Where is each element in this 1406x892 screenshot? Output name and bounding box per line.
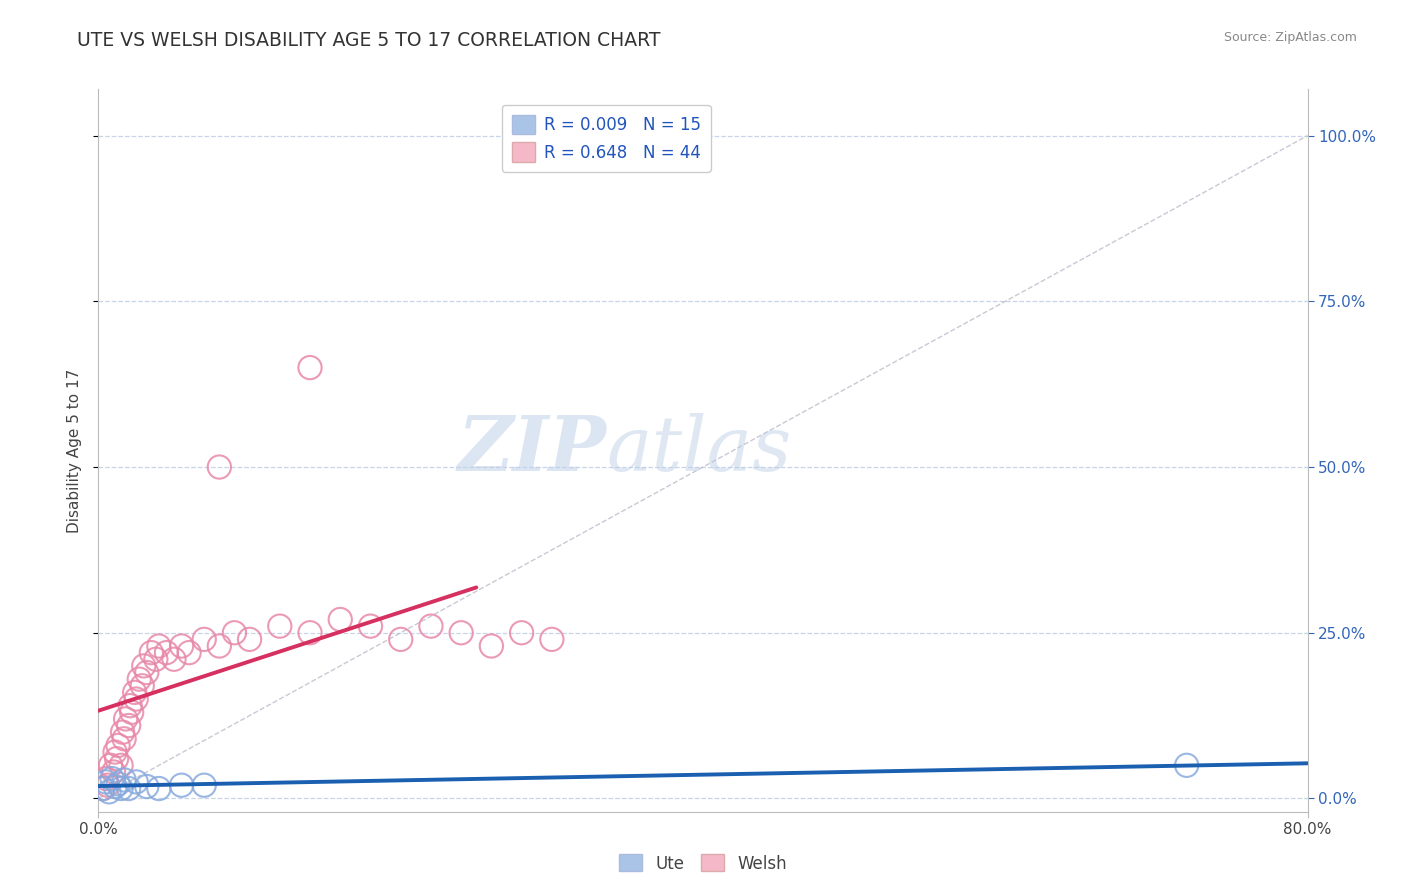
Point <box>145 652 167 666</box>
Point <box>128 672 150 686</box>
Point <box>94 775 117 789</box>
Point <box>135 665 157 680</box>
Point <box>124 685 146 699</box>
Point <box>360 619 382 633</box>
Point <box>1175 758 1198 772</box>
Point <box>193 632 215 647</box>
Legend: R = 0.009   N = 15, R = 0.648   N = 44: R = 0.009 N = 15, R = 0.648 N = 44 <box>502 104 710 171</box>
Point <box>163 652 186 666</box>
Point <box>170 639 193 653</box>
Point <box>96 778 118 792</box>
Point <box>105 752 128 766</box>
Text: UTE VS WELSH DISABILITY AGE 5 TO 17 CORRELATION CHART: UTE VS WELSH DISABILITY AGE 5 TO 17 CORR… <box>77 31 661 50</box>
Point <box>329 612 352 626</box>
Point <box>98 785 121 799</box>
Point <box>107 777 129 791</box>
Point <box>481 639 503 653</box>
Point <box>112 772 135 787</box>
Point <box>120 698 142 713</box>
Point <box>104 745 127 759</box>
Point <box>299 360 322 375</box>
Point <box>91 781 114 796</box>
Point <box>121 706 143 720</box>
Point <box>170 778 193 792</box>
Point <box>91 781 114 796</box>
Text: Source: ZipAtlas.com: Source: ZipAtlas.com <box>1223 31 1357 45</box>
Point <box>110 758 132 772</box>
Point <box>148 639 170 653</box>
Point <box>125 775 148 789</box>
Point <box>131 679 153 693</box>
Point <box>141 646 163 660</box>
Point <box>208 639 231 653</box>
Point <box>540 632 562 647</box>
Legend: Ute, Welsh: Ute, Welsh <box>612 847 794 880</box>
Point <box>94 772 117 786</box>
Point <box>155 646 177 660</box>
Text: atlas: atlas <box>606 414 792 487</box>
Point <box>107 739 129 753</box>
Point <box>132 659 155 673</box>
Y-axis label: Disability Age 5 to 17: Disability Age 5 to 17 <box>67 368 83 533</box>
Point <box>239 632 262 647</box>
Point <box>224 625 246 640</box>
Point <box>101 772 124 786</box>
Point <box>148 781 170 796</box>
Point <box>104 780 127 794</box>
Point <box>389 632 412 647</box>
Point <box>510 625 533 640</box>
Point <box>118 781 141 796</box>
Point <box>103 764 125 779</box>
Point <box>125 692 148 706</box>
Point <box>114 712 136 726</box>
Point <box>193 778 215 792</box>
Point <box>110 781 132 796</box>
Point <box>420 619 443 633</box>
Point <box>112 731 135 746</box>
Text: ZIP: ZIP <box>457 414 606 487</box>
Point <box>118 718 141 732</box>
Point <box>135 780 157 794</box>
Point <box>111 725 134 739</box>
Point <box>179 646 201 660</box>
Point <box>269 619 291 633</box>
Point <box>100 758 122 772</box>
Point <box>208 460 231 475</box>
Point <box>450 625 472 640</box>
Point <box>299 625 322 640</box>
